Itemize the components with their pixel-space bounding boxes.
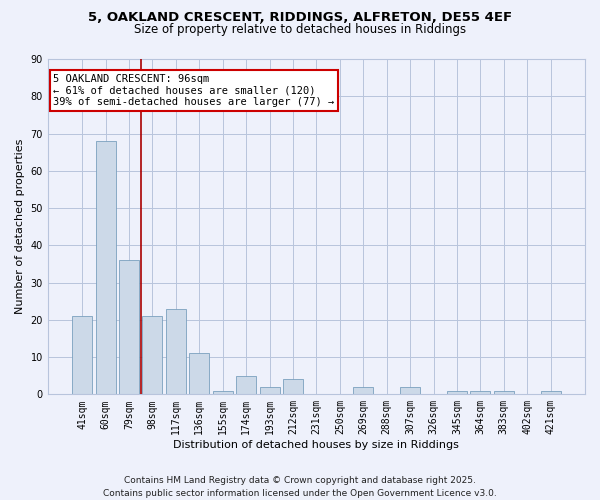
Text: 5 OAKLAND CRESCENT: 96sqm
← 61% of detached houses are smaller (120)
39% of semi: 5 OAKLAND CRESCENT: 96sqm ← 61% of detac…	[53, 74, 334, 108]
Text: 5, OAKLAND CRESCENT, RIDDINGS, ALFRETON, DE55 4EF: 5, OAKLAND CRESCENT, RIDDINGS, ALFRETON,…	[88, 11, 512, 24]
Bar	[400, 387, 420, 394]
X-axis label: Distribution of detached houses by size in Riddings: Distribution of detached houses by size …	[173, 440, 460, 450]
Text: Size of property relative to detached houses in Riddings: Size of property relative to detached ho…	[134, 22, 466, 36]
Bar	[190, 354, 209, 395]
Y-axis label: Number of detached properties: Number of detached properties	[15, 139, 25, 314]
Bar	[541, 390, 560, 394]
Text: Contains HM Land Registry data © Crown copyright and database right 2025.
Contai: Contains HM Land Registry data © Crown c…	[103, 476, 497, 498]
Bar	[447, 390, 467, 394]
Bar	[119, 260, 139, 394]
Bar	[166, 308, 186, 394]
Bar	[260, 387, 280, 394]
Bar	[470, 390, 490, 394]
Bar	[72, 316, 92, 394]
Bar	[353, 387, 373, 394]
Bar	[236, 376, 256, 394]
Bar	[213, 390, 233, 394]
Bar	[95, 141, 116, 395]
Bar	[142, 316, 163, 394]
Bar	[494, 390, 514, 394]
Bar	[283, 380, 303, 394]
